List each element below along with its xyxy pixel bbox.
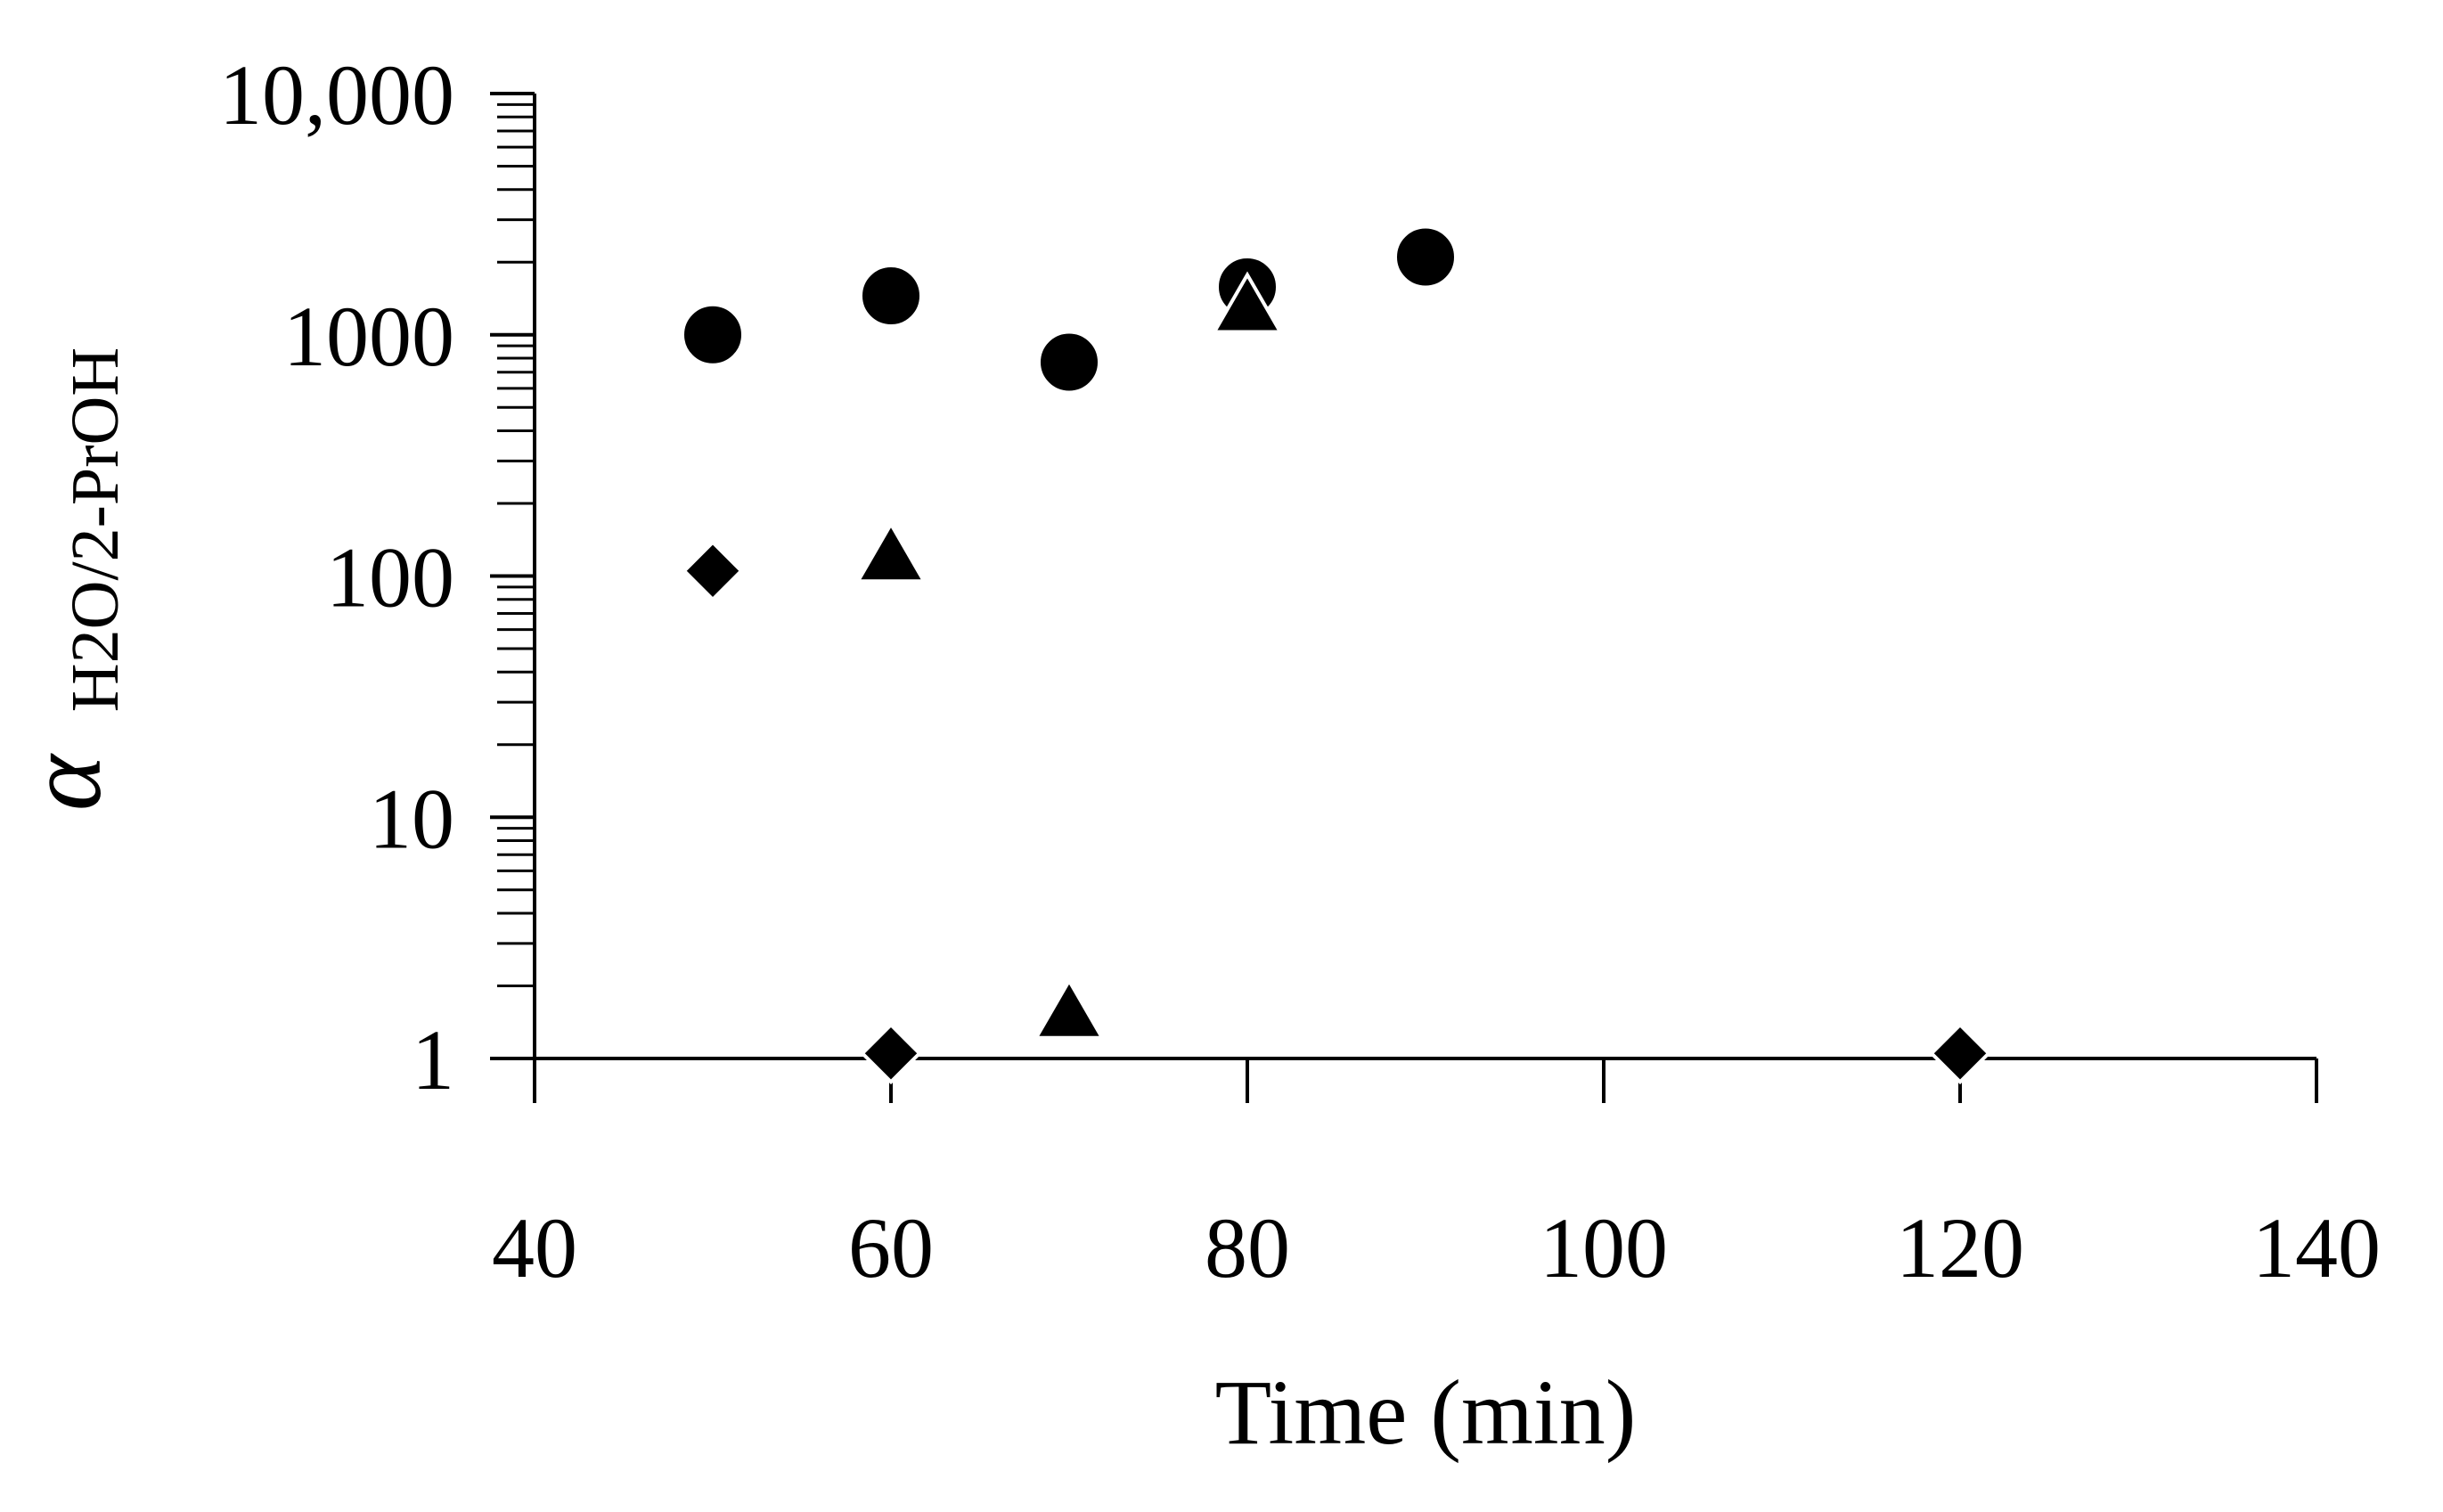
tick-labels: 1 10 100 1000 10,000 40 60 80 100 120 140 xyxy=(219,47,2381,1295)
circle-point xyxy=(859,264,923,329)
diamond-point xyxy=(1929,1022,1991,1085)
y-tick-label: 10,000 xyxy=(219,47,454,143)
triangle-point xyxy=(1033,977,1106,1040)
y-axis-symbol: α xyxy=(4,753,123,811)
svg-text:α H2O/2-PrOH: α H2O/2-PrOH xyxy=(4,347,133,812)
y-tick-label: 100 xyxy=(326,530,454,625)
diamond-point xyxy=(860,1022,922,1085)
x-tick-label: 120 xyxy=(1896,1200,2024,1295)
diamond-point xyxy=(682,539,744,602)
circle-point xyxy=(1037,330,1101,395)
circle-point xyxy=(1393,225,1458,290)
x-tick-label: 80 xyxy=(1205,1200,1290,1295)
data-points xyxy=(681,225,1991,1085)
y-tick-label: 1 xyxy=(412,1012,454,1107)
x-axis-title: Time (min) xyxy=(1215,1361,1637,1464)
y-tick-label: 1000 xyxy=(283,289,454,384)
x-tick-label: 40 xyxy=(492,1200,577,1295)
x-tick-label: 100 xyxy=(1540,1200,1668,1295)
x-tick-label: 140 xyxy=(2252,1200,2381,1295)
y-tick-label: 10 xyxy=(369,771,454,866)
circle-point xyxy=(681,302,745,367)
axis-ticks xyxy=(490,92,2318,1103)
y-axis-subscript: H2O/2-PrOH xyxy=(58,347,133,713)
y-axis-title: α H2O/2-PrOH xyxy=(4,347,133,812)
x-tick-label: 60 xyxy=(848,1200,934,1295)
triangle-point xyxy=(854,520,927,584)
triangle-point xyxy=(1211,271,1284,334)
